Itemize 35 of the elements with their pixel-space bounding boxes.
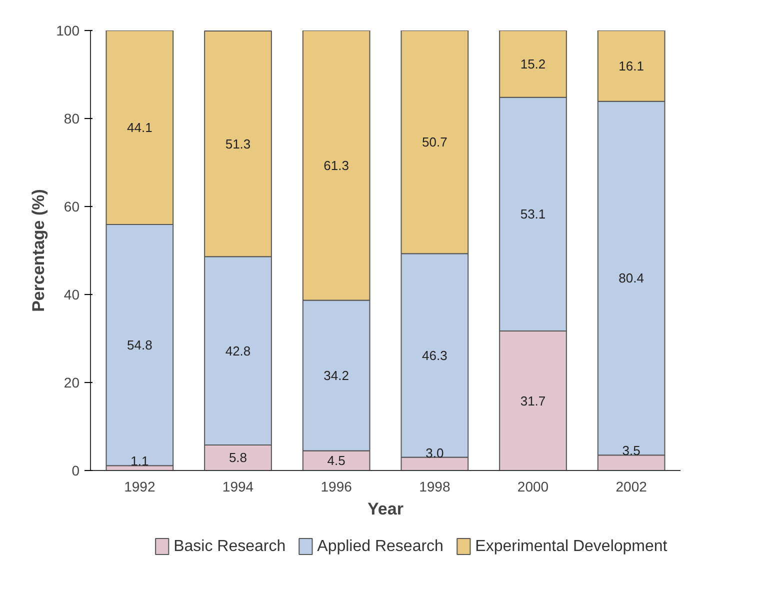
data-label: 53.1 <box>520 206 546 222</box>
x-tick-label: 1996 <box>320 478 352 494</box>
data-label: 31.7 <box>520 393 546 408</box>
y-axis-title: Percentage (%) <box>29 189 48 312</box>
x-axis-title: Year <box>368 500 404 518</box>
x-tick-label: 1998 <box>419 478 450 494</box>
data-label: 50.7 <box>422 134 448 150</box>
data-label: 1.1 <box>130 454 149 469</box>
data-label: 46.3 <box>422 348 448 363</box>
data-label: 34.2 <box>324 368 349 383</box>
data-label: 16.1 <box>618 58 644 74</box>
legend-label: Applied Research <box>317 538 444 555</box>
data-label: 51.3 <box>225 136 251 152</box>
x-tick-label: 2002 <box>616 478 648 494</box>
y-tick-label: 100 <box>56 22 80 38</box>
data-label: 3.0 <box>426 445 444 460</box>
data-label: 80.4 <box>618 270 644 286</box>
legend-label: Experimental Development <box>475 538 668 555</box>
x-tick-label: 1994 <box>222 478 254 494</box>
data-label: 3.5 <box>622 443 640 458</box>
x-tick-label: 2000 <box>517 478 549 494</box>
data-label: 54.8 <box>127 338 152 353</box>
data-label: 15.2 <box>520 56 546 72</box>
data-label: 42.8 <box>225 343 251 358</box>
data-label: 44.1 <box>127 120 152 136</box>
y-tick-label: 40 <box>64 286 80 302</box>
data-label: 5.8 <box>228 450 248 466</box>
y-tick-label: 0 <box>72 462 80 478</box>
x-tick-label: 1992 <box>124 478 156 494</box>
data-label: 61.3 <box>324 158 349 173</box>
legend-label: Basic Research <box>174 538 286 555</box>
y-tick-label: 20 <box>64 374 80 390</box>
y-tick-label: 60 <box>64 198 80 214</box>
y-tick-label: 80 <box>64 110 80 126</box>
data-label: 4.5 <box>327 453 346 468</box>
